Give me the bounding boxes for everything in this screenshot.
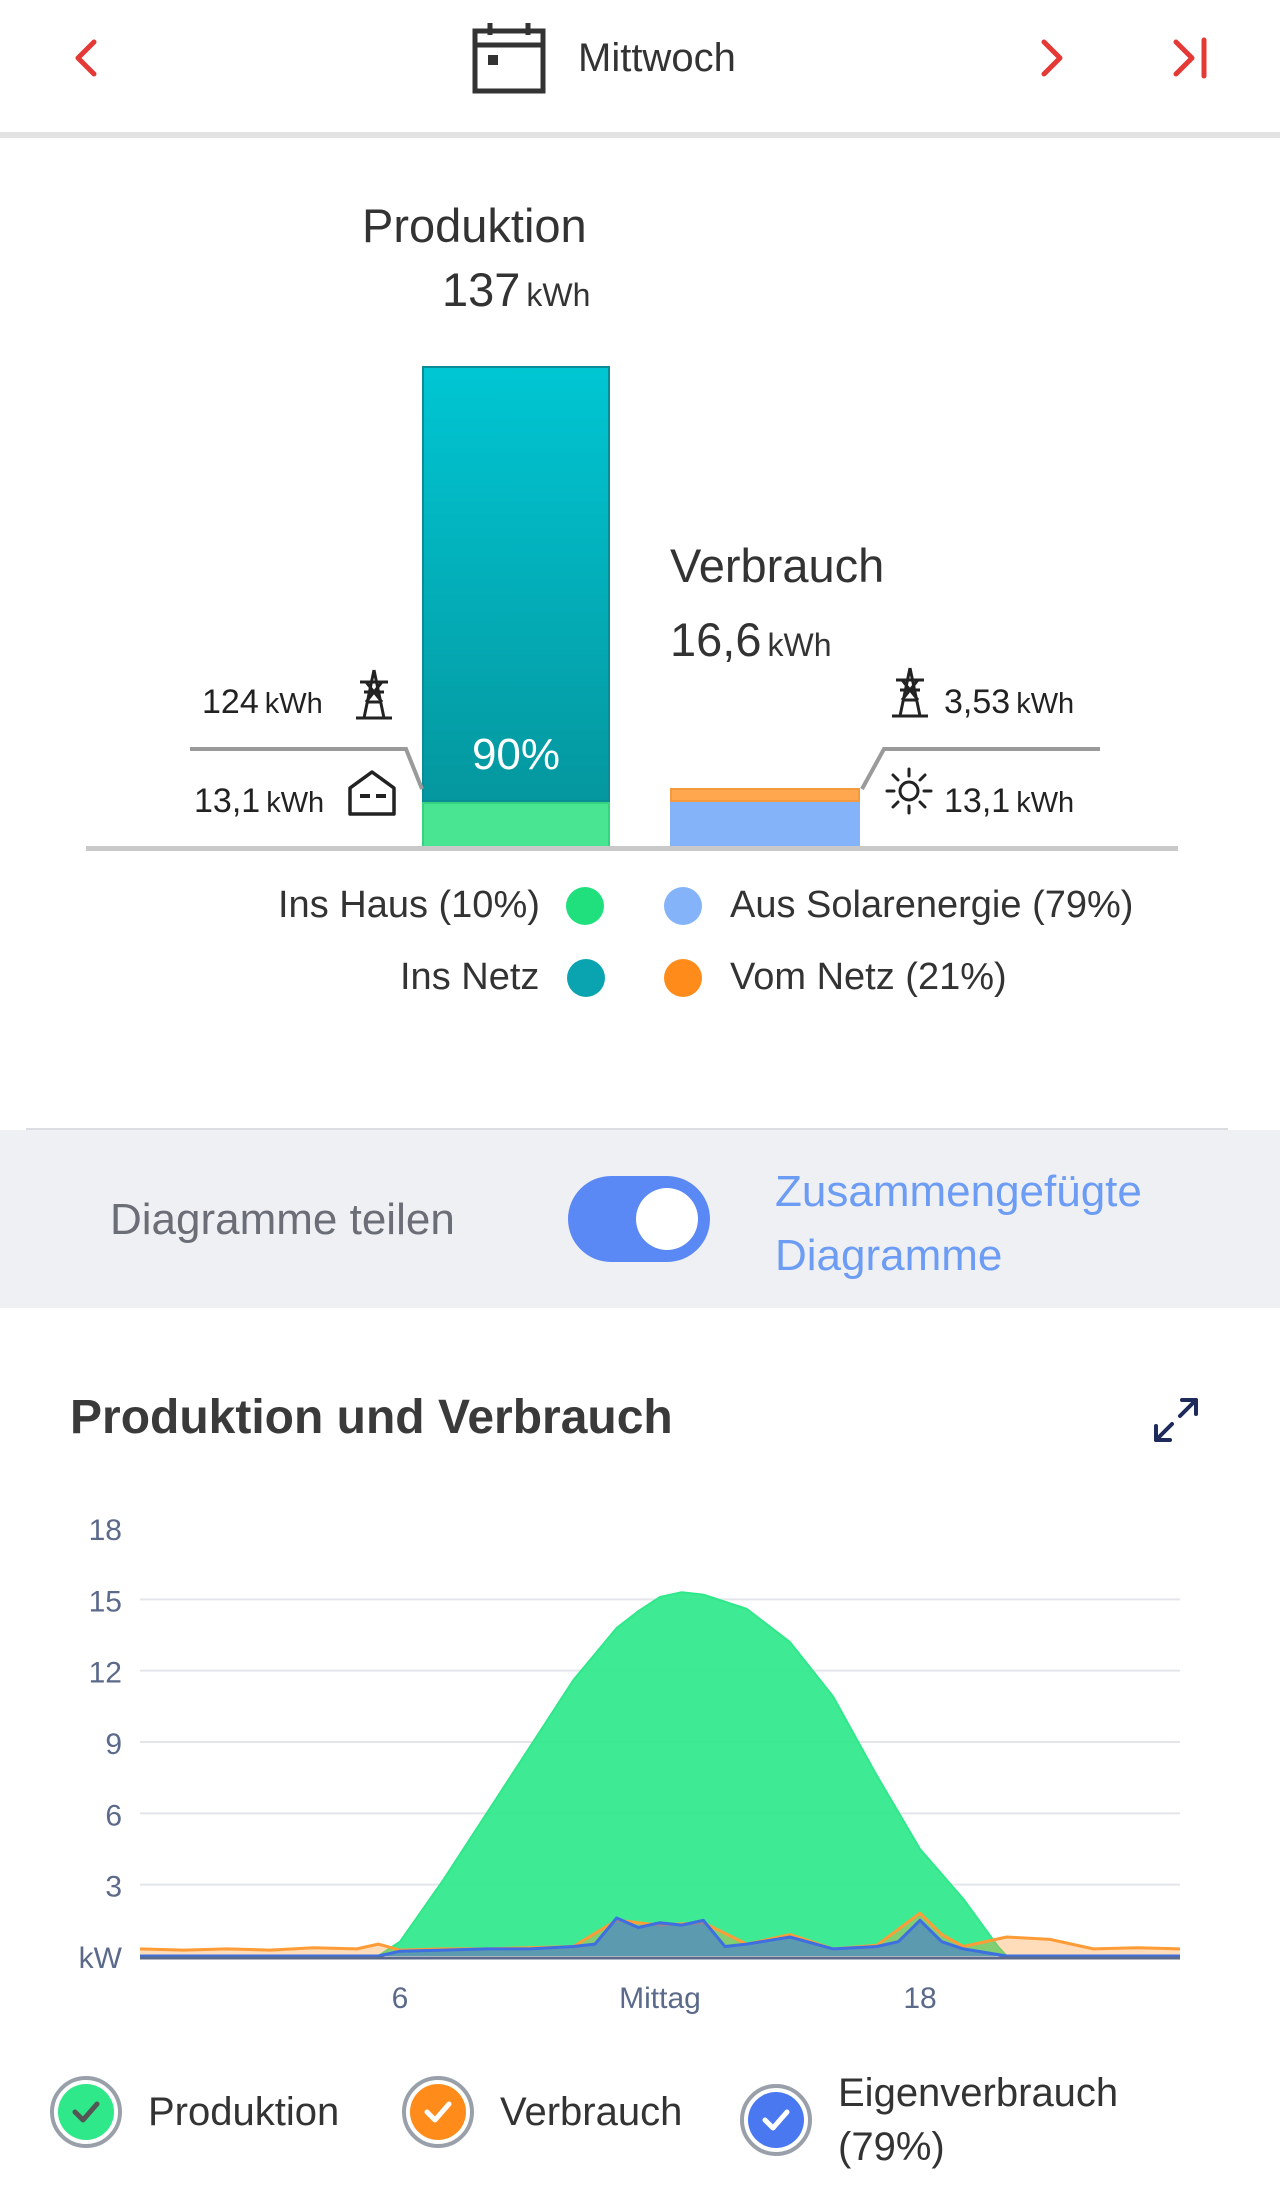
checkbox-consumption[interactable] bbox=[402, 2076, 474, 2148]
chevron-left-icon bbox=[75, 39, 97, 77]
day-label: Mittwoch bbox=[578, 35, 736, 80]
toggle-knob bbox=[636, 1188, 698, 1250]
series-label-self-consumption-line2: (79%) bbox=[838, 2125, 945, 2169]
next-day-button[interactable] bbox=[1020, 28, 1080, 88]
x-tick-label: 6 bbox=[392, 1982, 409, 2015]
section-divider bbox=[26, 1128, 1228, 1130]
expand-icon bbox=[1154, 1398, 1198, 1442]
series-area-eigenverbrauch bbox=[140, 1918, 1180, 1956]
consumption-from-solar-bar bbox=[670, 802, 860, 848]
series-area-produktion bbox=[140, 1592, 1180, 1956]
series-line-eigenverbrauch bbox=[140, 1916, 1180, 1958]
y-tick-label: 18 bbox=[89, 1514, 122, 1547]
production-unit: kWh bbox=[526, 277, 591, 313]
checkmark-icon bbox=[424, 2101, 452, 2123]
date-picker-button[interactable]: Mittwoch bbox=[470, 18, 736, 98]
y-tick-label: 9 bbox=[105, 1728, 122, 1761]
checkbox-self-consumption[interactable] bbox=[740, 2084, 812, 2156]
merged-charts-label-line1: Zusammengefügte bbox=[775, 1167, 1142, 1216]
series-label-production: Produktion bbox=[148, 2089, 340, 2134]
production-to-grid-bar bbox=[422, 366, 610, 802]
from-grid-value: 3,53 kWh bbox=[944, 683, 1074, 722]
chart-axes: 3 6 9 12 15 18 kW 6 Mittag 18 bbox=[79, 1514, 1180, 2015]
y-tick-label: 6 bbox=[105, 1799, 122, 1832]
chart-mode-toggle[interactable] bbox=[568, 1176, 710, 1262]
production-value: 137 kWh bbox=[442, 262, 590, 317]
toggle-series-self-consumption[interactable]: Eigenverbrauch (79%) bbox=[740, 2066, 1118, 2174]
consumption-from-grid-bar bbox=[670, 788, 860, 802]
y-tick-label: 3 bbox=[105, 1871, 122, 1904]
from-grid-unit: kWh bbox=[1016, 688, 1075, 720]
toggle-series-production[interactable]: Produktion bbox=[50, 2076, 339, 2148]
legend-label: Aus Solarenergie (79%) bbox=[730, 884, 1134, 926]
from-solar-amount: 13,1 bbox=[944, 782, 1011, 820]
legend-label: Ins Netz bbox=[400, 956, 540, 998]
checkmark-icon bbox=[72, 2101, 100, 2123]
sun-icon bbox=[885, 767, 933, 815]
split-charts-label[interactable]: Diagramme teilen bbox=[110, 1195, 455, 1244]
consumption-value: 16,6 kWh bbox=[670, 612, 831, 667]
expand-chart-button[interactable] bbox=[1148, 1392, 1204, 1448]
consumption-unit: kWh bbox=[767, 627, 832, 663]
previous-day-button[interactable] bbox=[58, 28, 118, 88]
skip-to-end-icon bbox=[1173, 37, 1207, 79]
to-house-unit: kWh bbox=[266, 787, 325, 819]
house-icon bbox=[348, 770, 396, 816]
production-consumption-chart: 3 6 9 12 15 18 kW 6 Mittag 18 bbox=[79, 1514, 1181, 2015]
consumption-title: Verbrauch bbox=[670, 539, 885, 592]
calendar-icon bbox=[472, 23, 546, 94]
series-label-self-consumption-line1: Eigenverbrauch bbox=[838, 2071, 1119, 2115]
series-line-produktion bbox=[140, 1591, 1180, 1957]
legend-from-solar: Aus Solarenergie (79%) bbox=[664, 884, 1133, 927]
series-label-consumption: Verbrauch bbox=[500, 2089, 683, 2134]
power-tower-icon bbox=[892, 667, 928, 718]
to-grid-value: 124 kWh bbox=[202, 683, 323, 722]
legend-label: Vom Netz (21%) bbox=[730, 956, 1007, 998]
go-to-today-button[interactable] bbox=[1162, 28, 1222, 88]
to-house-value: 13,1 kWh bbox=[194, 782, 324, 821]
chart-title: Produktion und Verbrauch bbox=[70, 1391, 673, 1444]
from-solar-value: 13,1 kWh bbox=[944, 782, 1074, 821]
chevron-right-icon bbox=[1041, 39, 1063, 77]
legend-into-grid: Ins Netz bbox=[400, 956, 606, 999]
merged-charts-label[interactable]: Zusammengefügte Diagramme bbox=[775, 1160, 1235, 1288]
consumption-amount: 16,6 bbox=[670, 613, 762, 666]
energy-summary: Produktion 137 kWh 90% Verbrauch 16,6 kWh … bbox=[0, 138, 1280, 1128]
from-grid-amount: 3,53 bbox=[944, 683, 1011, 721]
bar-connectors bbox=[190, 747, 1100, 790]
power-tower-icon bbox=[356, 669, 392, 720]
legend-dot bbox=[664, 886, 702, 925]
checkbox-production[interactable] bbox=[50, 2076, 122, 2148]
chart-series bbox=[139, 1591, 1181, 1958]
x-tick-label: Mittag bbox=[619, 1982, 701, 2015]
y-axis-unit-label: kW bbox=[79, 1942, 123, 1975]
bars-baseline bbox=[86, 846, 1178, 851]
series-label-self-consumption: Eigenverbrauch (79%) bbox=[838, 2066, 1118, 2174]
checkmark-icon bbox=[762, 2109, 790, 2131]
production-title: Produktion bbox=[362, 199, 587, 252]
production-amount: 137 bbox=[442, 263, 521, 316]
legend-into-house: Ins Haus (10%) bbox=[278, 884, 604, 927]
y-tick-label: 12 bbox=[89, 1657, 122, 1690]
x-tick-label: 18 bbox=[903, 1982, 936, 2015]
production-share-label: 90% bbox=[471, 730, 561, 779]
legend-label: Ins Haus (10%) bbox=[278, 884, 540, 926]
from-solar-unit: kWh bbox=[1016, 787, 1075, 819]
to-grid-unit: kWh bbox=[264, 688, 323, 720]
y-tick-label: 15 bbox=[89, 1585, 122, 1618]
legend-from-grid: Vom Netz (21%) bbox=[664, 956, 1007, 999]
merged-charts-label-line2: Diagramme bbox=[775, 1231, 1003, 1280]
toggle-series-consumption[interactable]: Verbrauch bbox=[402, 2076, 682, 2148]
to-house-amount: 13,1 bbox=[194, 782, 261, 820]
legend-dot bbox=[664, 958, 702, 997]
to-grid-amount: 124 bbox=[202, 683, 259, 721]
top-navigation-bar: Mittwoch bbox=[0, 0, 1280, 138]
legend-dot bbox=[567, 958, 606, 997]
legend-dot bbox=[565, 886, 604, 925]
